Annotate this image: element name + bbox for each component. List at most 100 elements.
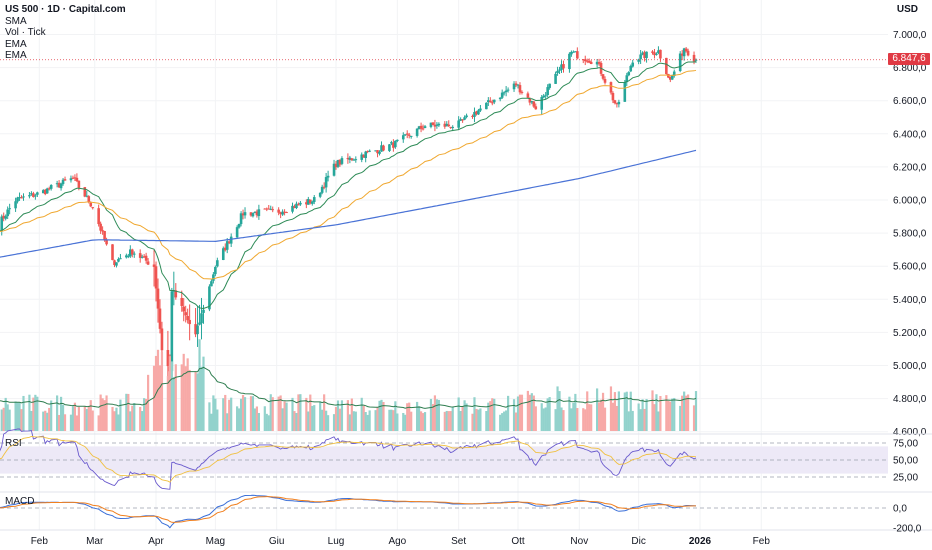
volume-bar [279,395,282,431]
candle [113,259,116,268]
candle [615,102,619,108]
volume-bar [8,409,11,431]
candle-body [587,60,591,63]
volume-bar [599,399,603,431]
y-tick-label: 5.400,0 [893,295,927,306]
volume-bar [394,401,397,431]
candle-body [678,53,682,72]
volume-bar [334,407,338,431]
candle [431,122,435,126]
candle-body [196,325,199,335]
legend-ema-50[interactable]: EMA [5,50,27,61]
volume-bar [14,401,17,431]
volume-bar [210,413,213,431]
candle-body [212,274,215,281]
volume-bar [639,409,642,431]
candle [127,253,130,259]
candle-body [670,75,674,80]
volume-bar [362,405,365,431]
candle [485,102,488,110]
candle-body [615,103,619,105]
candle [45,187,49,194]
volume-bar [631,410,634,431]
volume-bar [91,410,94,431]
volume-bar [73,402,77,431]
candle-body [103,230,106,240]
volume-bar [198,339,201,431]
candle [435,122,439,129]
legend-ema-20[interactable]: EMA [5,38,27,50]
legend-sma[interactable]: SMA [5,15,27,27]
volume-bar [103,400,106,431]
candle [91,206,95,210]
candle-body [639,54,642,60]
candle-body [130,249,134,255]
volume-bar [89,400,92,431]
candle-body [299,202,302,205]
candle [235,225,239,239]
y-tick-label: 6.400,0 [893,129,927,140]
candle-body [601,74,605,79]
volume-bar [214,398,217,431]
volume-bar [694,391,698,431]
candle [241,209,245,220]
candle-body [611,93,615,101]
volume-bar [679,405,682,431]
volume-bar [2,407,5,431]
candle-body [514,83,518,86]
candle-body [75,177,79,182]
volume-bar [63,414,67,431]
candle-body [214,267,217,275]
volume-bar [305,397,308,431]
candle [540,94,544,115]
candle-body [49,184,53,189]
candle [210,279,213,287]
candle-body [528,98,532,103]
volume-bar [243,397,247,431]
candle [49,184,53,191]
candle-body [653,52,656,56]
volume-bar [433,395,437,431]
candle [447,120,451,127]
volume-bar [139,406,142,431]
candle [362,154,366,158]
legend-volume[interactable]: Vol · Tick [5,27,46,38]
volume-bar [623,392,626,431]
candle [392,139,395,152]
volume-bar [152,365,156,431]
volume-bar [295,412,298,431]
volume-bar [307,411,310,431]
candle [581,58,585,64]
candle-body [390,142,393,144]
candle [471,114,474,119]
candle-body [216,260,219,267]
candle [28,191,31,199]
volume-bar [643,408,646,431]
volume-bar [255,406,258,431]
candle [409,135,413,139]
volume-bar [75,415,78,431]
y-tick-label: 5.600,0 [893,262,927,273]
candle-body [401,135,405,140]
volume-bar [56,395,59,431]
candle-body [210,281,213,287]
candle-body [417,126,421,130]
candle [374,150,377,152]
candle [585,58,589,64]
candle-body [6,209,9,217]
x-tick-label: Ago [388,536,406,547]
candle [686,48,690,57]
macd-tick-label: -200,0 [893,524,922,535]
volume-bar [113,411,116,431]
candle [75,173,79,183]
volume-bar [597,402,601,431]
candle [255,209,259,218]
candle [639,50,642,64]
candle [267,204,271,210]
candle [506,87,510,93]
candle-body [101,230,104,232]
volume-bar [388,409,391,431]
ema-20-line [0,61,697,310]
candle-body [312,197,316,202]
